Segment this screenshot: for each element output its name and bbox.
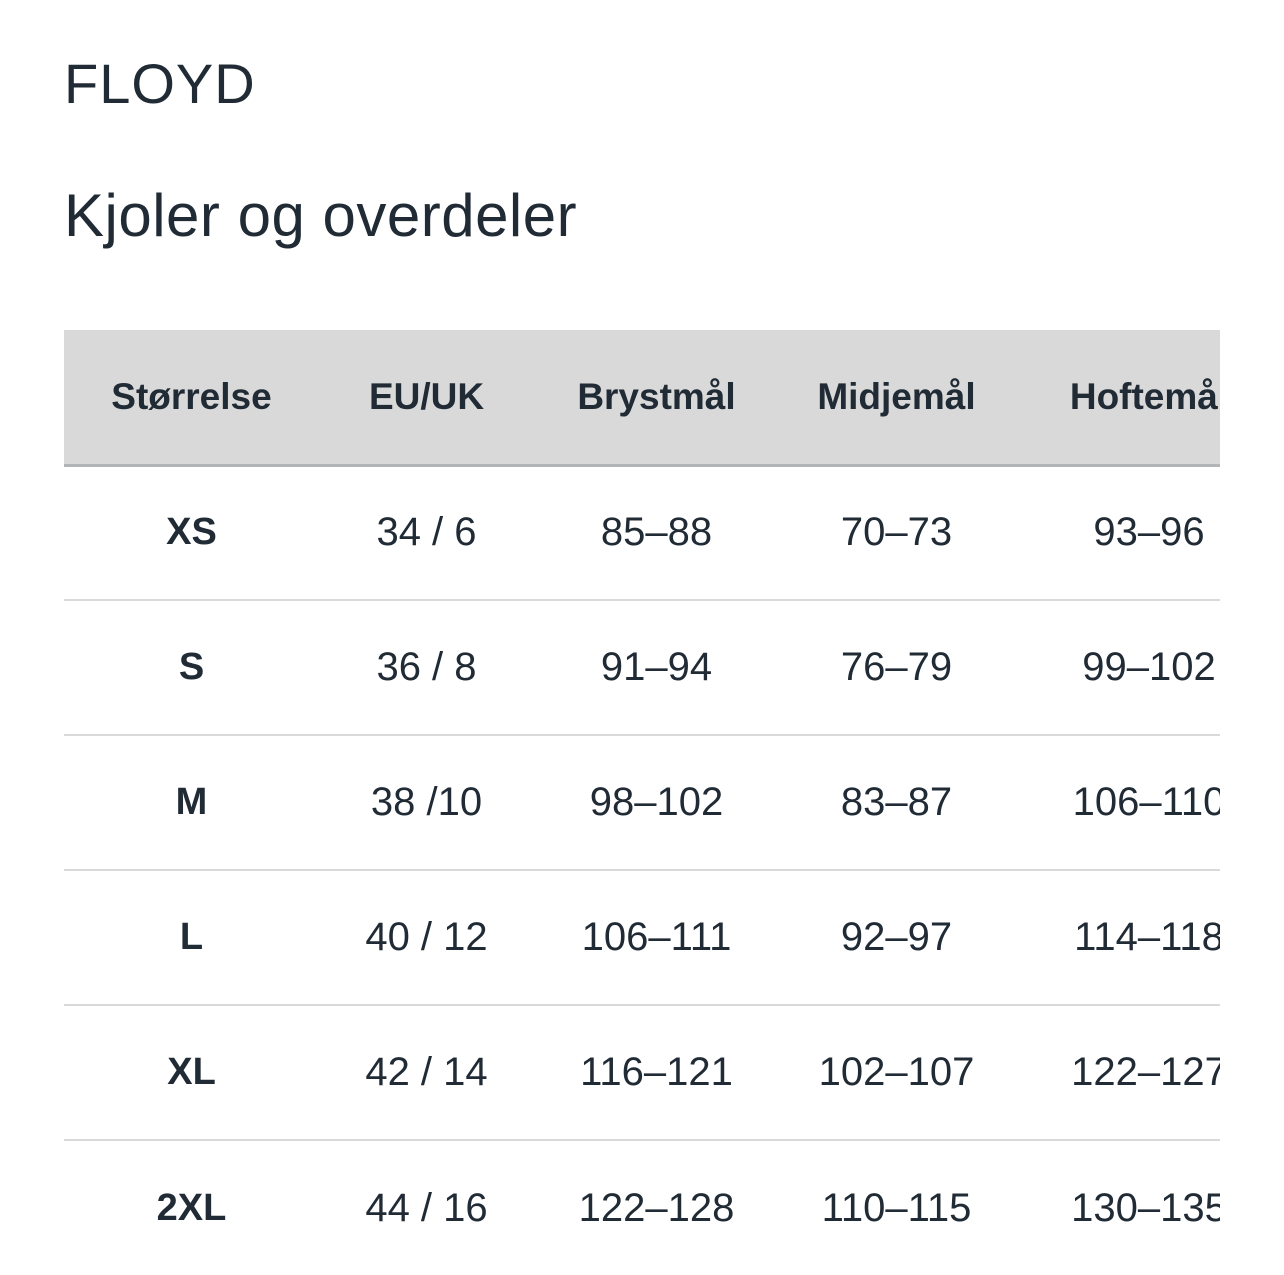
midjemal-cell: 92–97 xyxy=(840,915,953,959)
col-header-brystmal: Brystmål xyxy=(534,330,779,467)
size-cell: M xyxy=(175,781,208,823)
size-table-container: Størrelse EU/UK Brystmål Midjemål Hoftem… xyxy=(64,330,1220,1275)
brystmal-cell: 85–88 xyxy=(600,510,713,555)
eu-uk-cell: 34 / 6 xyxy=(376,510,477,555)
midjemal-cell: 70–73 xyxy=(840,510,953,555)
hoftemal-cell: 106–110 xyxy=(1072,780,1220,824)
size-cell: L xyxy=(179,916,204,958)
eu-uk-cell: 36 / 8 xyxy=(376,645,477,689)
table-row: XL 42 / 14 116–121 102–107 122–127 xyxy=(64,1005,1220,1140)
table-row: XS 34 / 6 85–88 70–73 93–96 xyxy=(64,465,1220,600)
brystmal-cell: 91–94 xyxy=(600,645,713,689)
hoftemal-cell: 130–135 xyxy=(1071,1185,1220,1230)
eu-uk-cell: 44 / 16 xyxy=(365,1185,488,1230)
table-row: 2XL 44 / 16 122–128 110–115 130–135 xyxy=(64,1140,1220,1275)
col-header-hoftemal: Hoftemål xyxy=(1014,330,1220,467)
brystmal-cell: 106–111 xyxy=(581,915,732,959)
midjemal-cell: 76–79 xyxy=(840,645,953,689)
table-row: M 38 /10 98–102 83–87 106–110 xyxy=(64,735,1220,870)
brystmal-cell: 98–102 xyxy=(589,780,724,824)
brystmal-cell: 122–128 xyxy=(578,1185,735,1230)
category-title: Kjoler og overdeler xyxy=(64,182,578,249)
hoftemal-cell: 114–118 xyxy=(1074,915,1220,959)
brystmal-cell: 116–121 xyxy=(580,1050,733,1094)
hoftemal-cell: 122–127 xyxy=(1071,1050,1220,1094)
size-cell: XS xyxy=(166,511,217,554)
midjemal-cell: 83–87 xyxy=(840,780,953,824)
midjemal-cell: 110–115 xyxy=(821,1185,972,1230)
hoftemal-cell: 99–102 xyxy=(1082,645,1216,689)
table-row: S 36 / 8 91–94 76–79 99–102 xyxy=(64,600,1220,735)
brand-title: FLOYD xyxy=(64,52,256,115)
midjemal-cell: 102–107 xyxy=(818,1050,975,1094)
table-row: L 40 / 12 106–111 92–97 114–118 xyxy=(64,870,1220,1005)
size-cell: 2XL xyxy=(156,1186,227,1229)
eu-uk-cell: 42 / 14 xyxy=(365,1050,488,1094)
table-header-row: Størrelse EU/UK Brystmål Midjemål Hoftem… xyxy=(64,330,1220,467)
eu-uk-cell: 38 /10 xyxy=(370,780,483,824)
eu-uk-cell: 40 / 12 xyxy=(365,915,488,959)
size-table: Størrelse EU/UK Brystmål Midjemål Hoftem… xyxy=(64,330,1220,1275)
hoftemal-cell: 93–96 xyxy=(1093,510,1205,555)
col-header-eu-uk: EU/UK xyxy=(319,330,534,467)
size-cell: S xyxy=(178,646,205,688)
size-cell: XL xyxy=(167,1051,216,1093)
col-header-storrelse: Størrelse xyxy=(64,330,319,467)
col-header-midjemal: Midjemål xyxy=(779,330,1014,467)
